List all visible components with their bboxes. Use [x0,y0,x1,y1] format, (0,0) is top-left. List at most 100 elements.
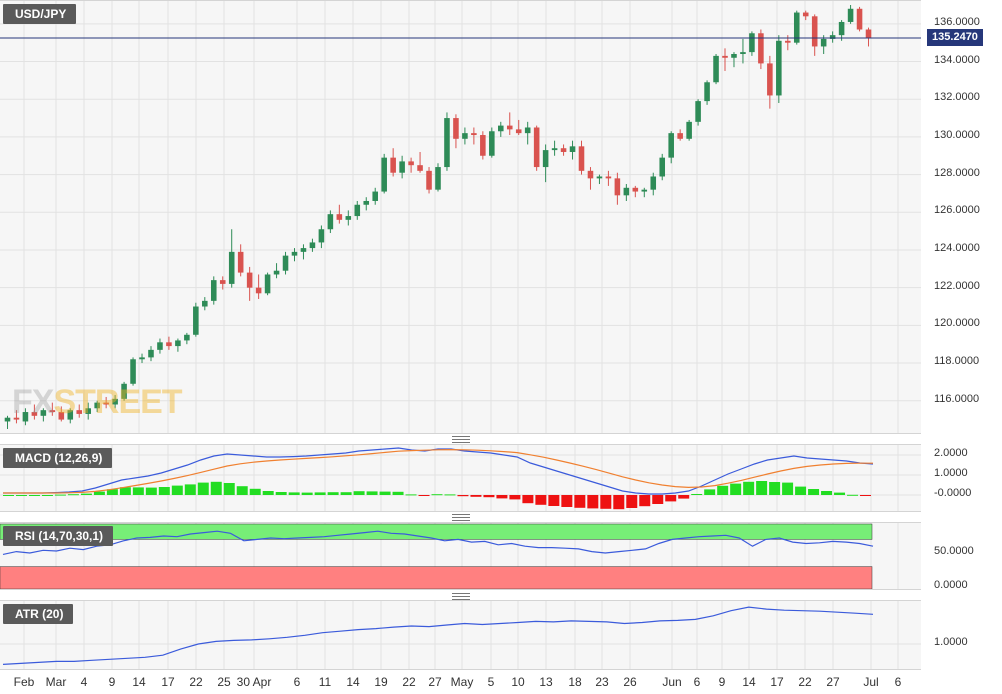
time-axis-label: 13 [539,675,553,689]
macd-histogram-bar [366,491,378,495]
candle-body [264,274,271,294]
atr-pane[interactable]: ATR (20) [0,600,921,670]
macd-histogram-bar [15,495,27,496]
candle-body [596,176,603,179]
candle-body [677,133,683,139]
time-axis-label: 14 [346,675,360,689]
macd-histogram-bar [587,495,599,509]
macd-histogram-bar [574,495,586,508]
oversold-zone [0,566,873,589]
time-axis-label: 27 [826,675,840,689]
macd-histogram-bar [639,495,651,507]
candle-body [515,129,522,134]
macd-histogram-bar [184,484,196,495]
rsi-line [2,530,874,555]
watermark-main: FX [12,383,54,421]
macd-histogram-bar [405,494,417,496]
candle-body [291,251,298,256]
macd-histogram-bar [210,481,222,495]
macd-histogram-bar [93,491,105,495]
macd-histogram-bar [704,489,716,495]
macd-histogram-bar [795,486,807,495]
price-axis-tick: 130.0000 [934,128,980,141]
price-chart[interactable] [0,1,1002,433]
candle-body [776,40,782,96]
atr-title: ATR (20) [3,604,74,624]
candle-body [255,287,262,294]
candle-body [157,342,163,350]
candle-body [695,101,701,122]
macd-histogram-bar [353,491,365,495]
candle-body [668,133,674,158]
macd-chart[interactable] [0,445,1002,511]
macd-histogram-bar [3,495,14,496]
price-pane[interactable]: USD/JPY FXSTREET [0,0,921,434]
rsi-title: RSI (14,70,30,1) [3,526,114,546]
macd-histogram-bar [145,487,157,495]
candle-body [623,187,630,196]
macd-histogram-bar [392,491,404,495]
pane-resize-handle[interactable] [452,593,470,600]
candle-body [219,280,226,284]
signal-line [3,448,873,494]
price-axis-tick: 122.0000 [934,279,980,292]
macd-histogram-bar [613,495,625,510]
macd-histogram-bar [28,495,40,496]
time-axis-label: 19 [374,675,388,689]
macd-axis-tick: 2.0000 [934,447,968,459]
macd-histogram-bar [821,491,833,495]
macd-histogram-bar [54,494,66,496]
time-axis-label: 23 [595,675,609,689]
macd-histogram-bar [41,495,53,496]
pane-resize-handle[interactable] [452,436,470,443]
macd-histogram-bar [340,492,352,495]
time-axis-label: May [450,675,474,689]
time-axis-label: 14 [742,675,756,689]
macd-histogram-bar [522,495,534,504]
candle-body [67,410,74,420]
time-axis-label: Feb [13,675,35,689]
macd-histogram-bar [119,487,131,495]
candle-body [130,359,136,384]
candle-body [659,157,666,177]
candle-body [758,33,764,64]
macd-histogram-bar [691,494,703,495]
macd-histogram-bar [67,494,79,496]
time-axis-label: Jul [863,675,879,689]
candle-body [49,410,56,413]
time-axis-label: 14 [132,675,146,689]
time-axis-label: 22 [189,675,203,689]
candle-body [103,402,109,405]
candle-body [471,133,477,136]
candle-body [740,52,746,54]
macd-histogram-bar [314,492,326,495]
macd-pane[interactable]: MACD (12,26,9) [0,444,921,512]
candle-body [498,125,504,132]
candle-body [228,251,235,284]
candle-body [569,146,576,152]
time-axis-label: 6 [693,675,701,689]
price-axis-tick: 128.0000 [934,166,980,179]
macd-histogram-bar [236,486,248,495]
macd-histogram-bar [106,489,118,495]
candle-body [533,127,540,168]
candle-body [811,16,818,47]
macd-histogram-bar [756,481,768,495]
macd-histogram-bar [301,492,313,495]
candle-body [435,167,441,190]
macd-histogram-bar [808,489,820,495]
candle-body [793,12,800,43]
macd-histogram-bar [132,487,144,495]
macd-histogram-bar [782,482,794,495]
last-price-tag: 135.2470 [927,29,983,47]
rsi-pane[interactable]: RSI (14,70,30,1) [0,522,921,590]
rsi-chart[interactable] [0,523,1002,589]
candle-body [166,342,172,347]
pane-resize-handle[interactable] [452,514,470,521]
atr-chart[interactable] [0,601,1002,669]
time-axis-label: 6 [293,675,301,689]
macd-histogram-bar [275,492,287,495]
time-axis-label: 27 [428,675,442,689]
macd-histogram-bar [327,492,339,495]
candle-body [453,118,459,139]
